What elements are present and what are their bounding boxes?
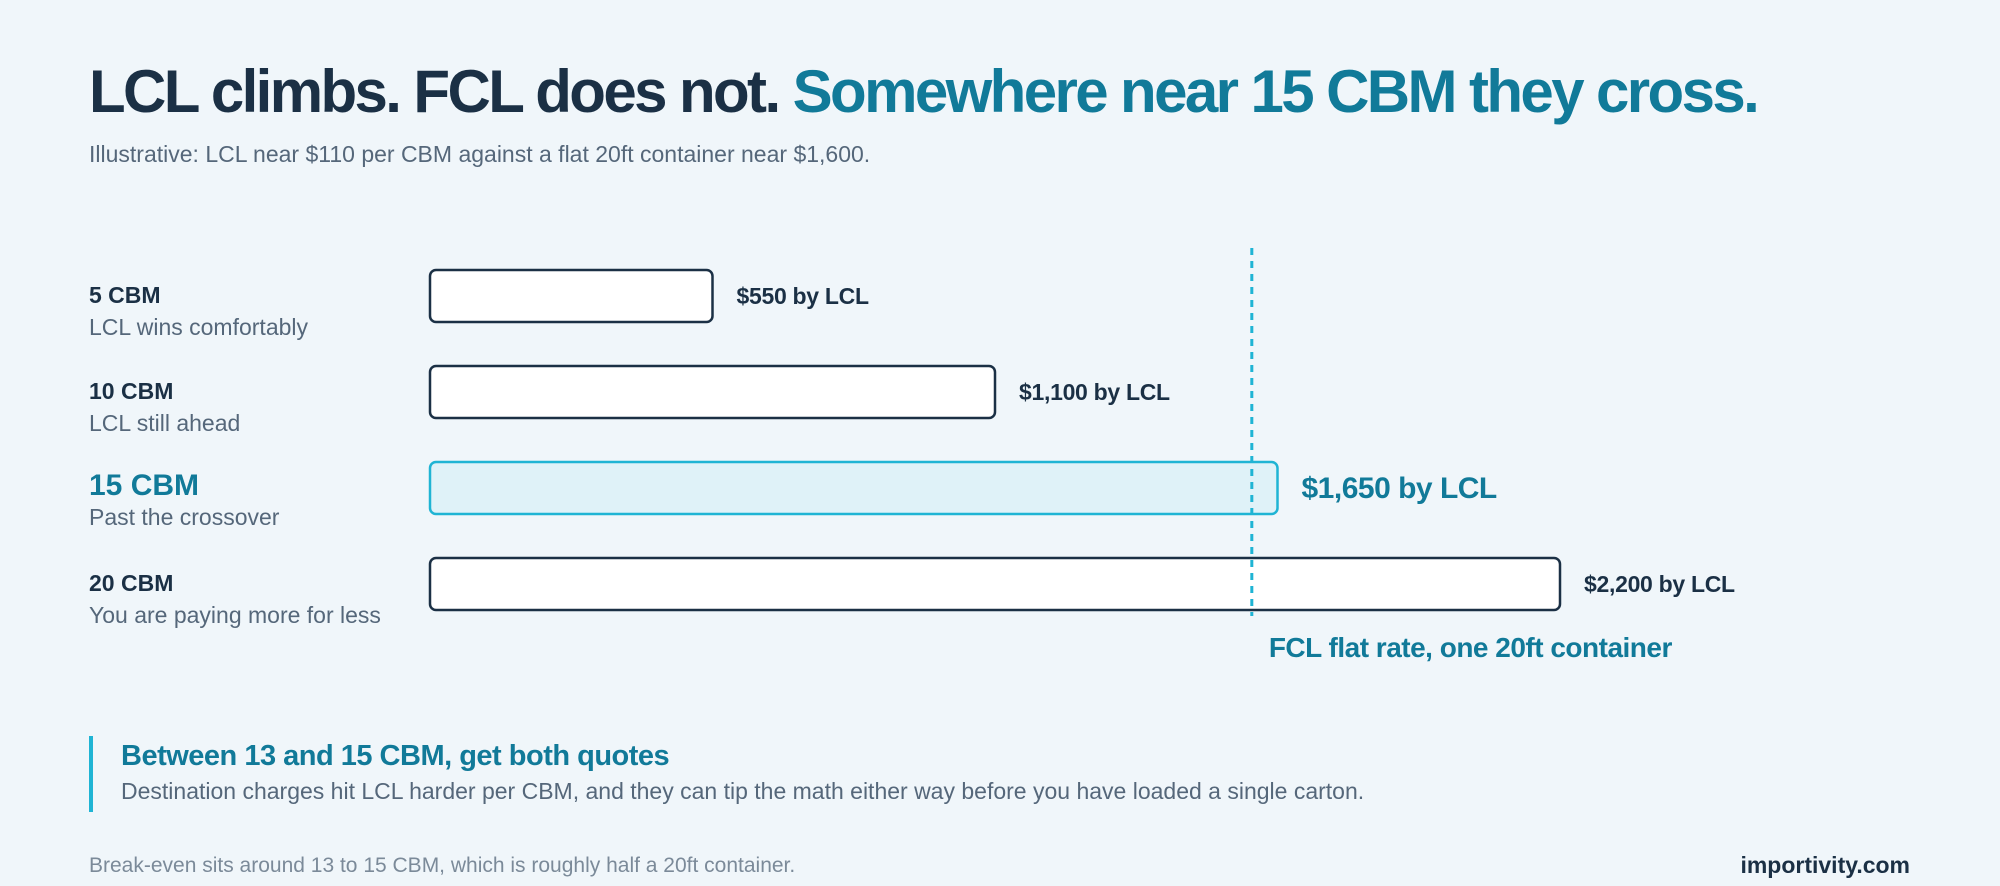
callout-body: Destination charges hit LCL harder per C… bbox=[121, 777, 1365, 804]
row-note: Past the crossover bbox=[89, 504, 280, 530]
row-note: LCL wins comfortably bbox=[89, 313, 309, 340]
subtitle: Illustrative: LCL near $110 per CBM agai… bbox=[89, 141, 871, 167]
callout: Between 13 and 15 CBM, get both quotes D… bbox=[89, 736, 1364, 812]
row-volume: 15 CBM bbox=[89, 469, 200, 502]
bar-value-label: $2,200 by LCL bbox=[1584, 571, 1735, 597]
headline-part1: LCL climbs. FCL does not. bbox=[89, 58, 781, 125]
bar-10-cbm bbox=[428, 364, 997, 420]
brand-link[interactable]: importivity.com bbox=[1740, 852, 1910, 878]
bar-5-cbm bbox=[428, 268, 714, 324]
row-note: LCL still ahead bbox=[89, 409, 241, 436]
row-label-20cbm: 20 CBM You are paying more for less bbox=[89, 570, 381, 629]
bar-20-cbm bbox=[428, 556, 1562, 612]
row-volume: 10 CBM bbox=[89, 378, 174, 404]
callout-title: Between 13 and 15 CBM, get both quotes bbox=[121, 740, 670, 772]
row-volume: 20 CBM bbox=[89, 570, 174, 596]
row-label-10cbm: 10 CBM LCL still ahead bbox=[89, 378, 240, 437]
row-label-5cbm: 5 CBM LCL wins comfortably bbox=[89, 282, 308, 341]
row-note: You are paying more for less bbox=[89, 601, 381, 628]
fcl-reference-label: FCL flat rate, one 20ft container bbox=[1269, 632, 1673, 663]
bar-value-label: $1,100 by LCL bbox=[1019, 379, 1170, 405]
row-volume: 5 CBM bbox=[89, 282, 161, 308]
bar-value-label: $1,650 by LCL bbox=[1302, 472, 1497, 505]
footnote: Break-even sits around 13 to 15 CBM, whi… bbox=[89, 854, 796, 877]
row-label-15cbm: 15 CBM Past the crossover bbox=[89, 468, 279, 532]
headline-part2: Somewhere near 15 CBM they cross. bbox=[792, 58, 1760, 125]
bar-value-label: $550 by LCL bbox=[737, 283, 869, 309]
headline: LCL climbs. FCL does not. Somewhere near… bbox=[89, 56, 1760, 128]
bar-15-cbm bbox=[428, 460, 1279, 516]
